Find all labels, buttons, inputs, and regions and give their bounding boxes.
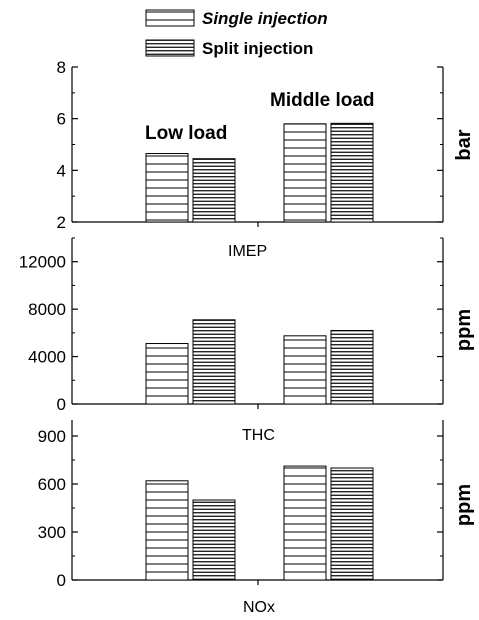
- bar-nox-middle-load-single: [283, 465, 327, 581]
- bar-imep-low-load-single: [145, 153, 189, 223]
- group-label-middle-load: Middle load: [270, 90, 375, 111]
- bar-imep-middle-load-split: [330, 122, 374, 223]
- bar-nox-middle-load-split: [330, 467, 374, 581]
- bar-nox-low-load-split: [192, 499, 236, 581]
- bar-imep-low-load-split: [192, 158, 236, 223]
- y-tick-label-thc-2: 8000: [28, 300, 66, 319]
- y-tick-label-imep-3: 8: [57, 58, 66, 77]
- legend-label-single: Single injection: [202, 9, 328, 28]
- panel-label-thc: THC: [242, 427, 275, 444]
- y-tick-label-nox-1: 300: [38, 523, 66, 542]
- legend-swatch-single: [145, 9, 195, 27]
- y-tick-label-nox-0: 0: [57, 571, 66, 590]
- y-unit-label-thc: ppm: [453, 309, 475, 351]
- bar-nox-low-load-single: [145, 480, 189, 581]
- y-tick-label-imep-2: 6: [57, 110, 66, 129]
- bar-thc-low-load-single: [145, 343, 189, 405]
- panel-label-imep: IMEP: [228, 243, 267, 260]
- y-tick-label-imep-1: 4: [57, 161, 66, 180]
- panel-imep: IMEP bar Low load Middle load 2 4 6 8: [57, 58, 475, 260]
- bar-thc-middle-load-single: [283, 335, 327, 405]
- y-unit-label-imep: bar: [453, 129, 475, 160]
- bar-thc-middle-load-split: [330, 329, 374, 405]
- y-tick-label-thc-0: 0: [57, 395, 66, 414]
- bar-thc-low-load-split: [192, 319, 236, 405]
- y-tick-label-nox-3: 900: [38, 427, 66, 446]
- y-tick-label-imep-0: 2: [57, 213, 66, 232]
- legend-swatch-split: [145, 39, 195, 57]
- y-unit-label-nox: ppm: [453, 484, 475, 526]
- y-tick-label-nox-2: 600: [38, 475, 66, 494]
- y-tick-label-thc-3: 12000: [19, 253, 66, 272]
- panel-label-nox: NOx: [243, 599, 275, 616]
- legend: Single injection Split injection: [145, 9, 328, 58]
- panel-thc: THC ppm 0 4000 8000 12000: [19, 237, 475, 444]
- y-tick-label-thc-1: 4000: [28, 348, 66, 367]
- panel-nox: NOx ppm 0 300 600 900: [38, 420, 475, 616]
- legend-label-split: Split injection: [202, 39, 313, 58]
- bar-imep-middle-load-single: [283, 123, 327, 223]
- group-label-low-load: Low load: [145, 123, 227, 144]
